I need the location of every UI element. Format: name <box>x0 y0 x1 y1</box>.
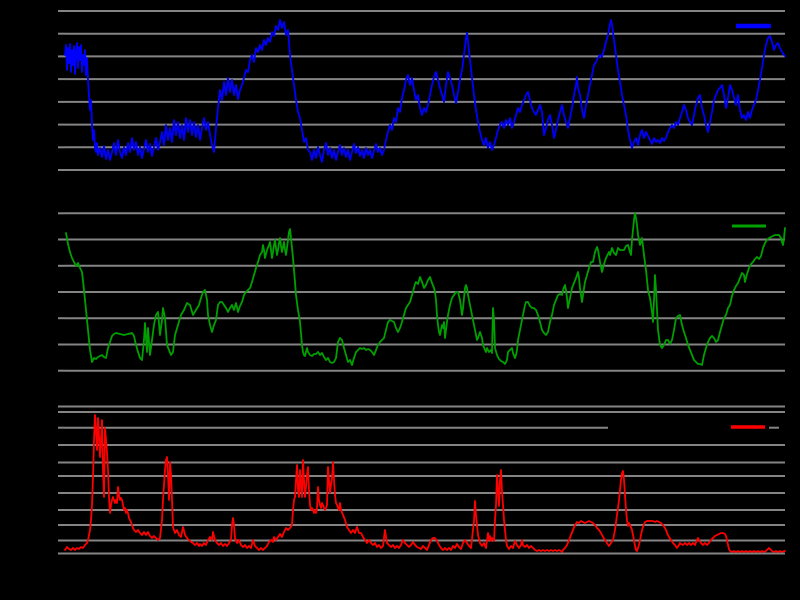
middle-chart-panel <box>58 212 786 372</box>
top-chart-panel <box>58 10 786 171</box>
bottom-chart-panel <box>58 405 786 555</box>
middle-series-line <box>65 212 786 366</box>
top-series-line <box>64 19 786 163</box>
bottom-series-line <box>64 414 786 553</box>
